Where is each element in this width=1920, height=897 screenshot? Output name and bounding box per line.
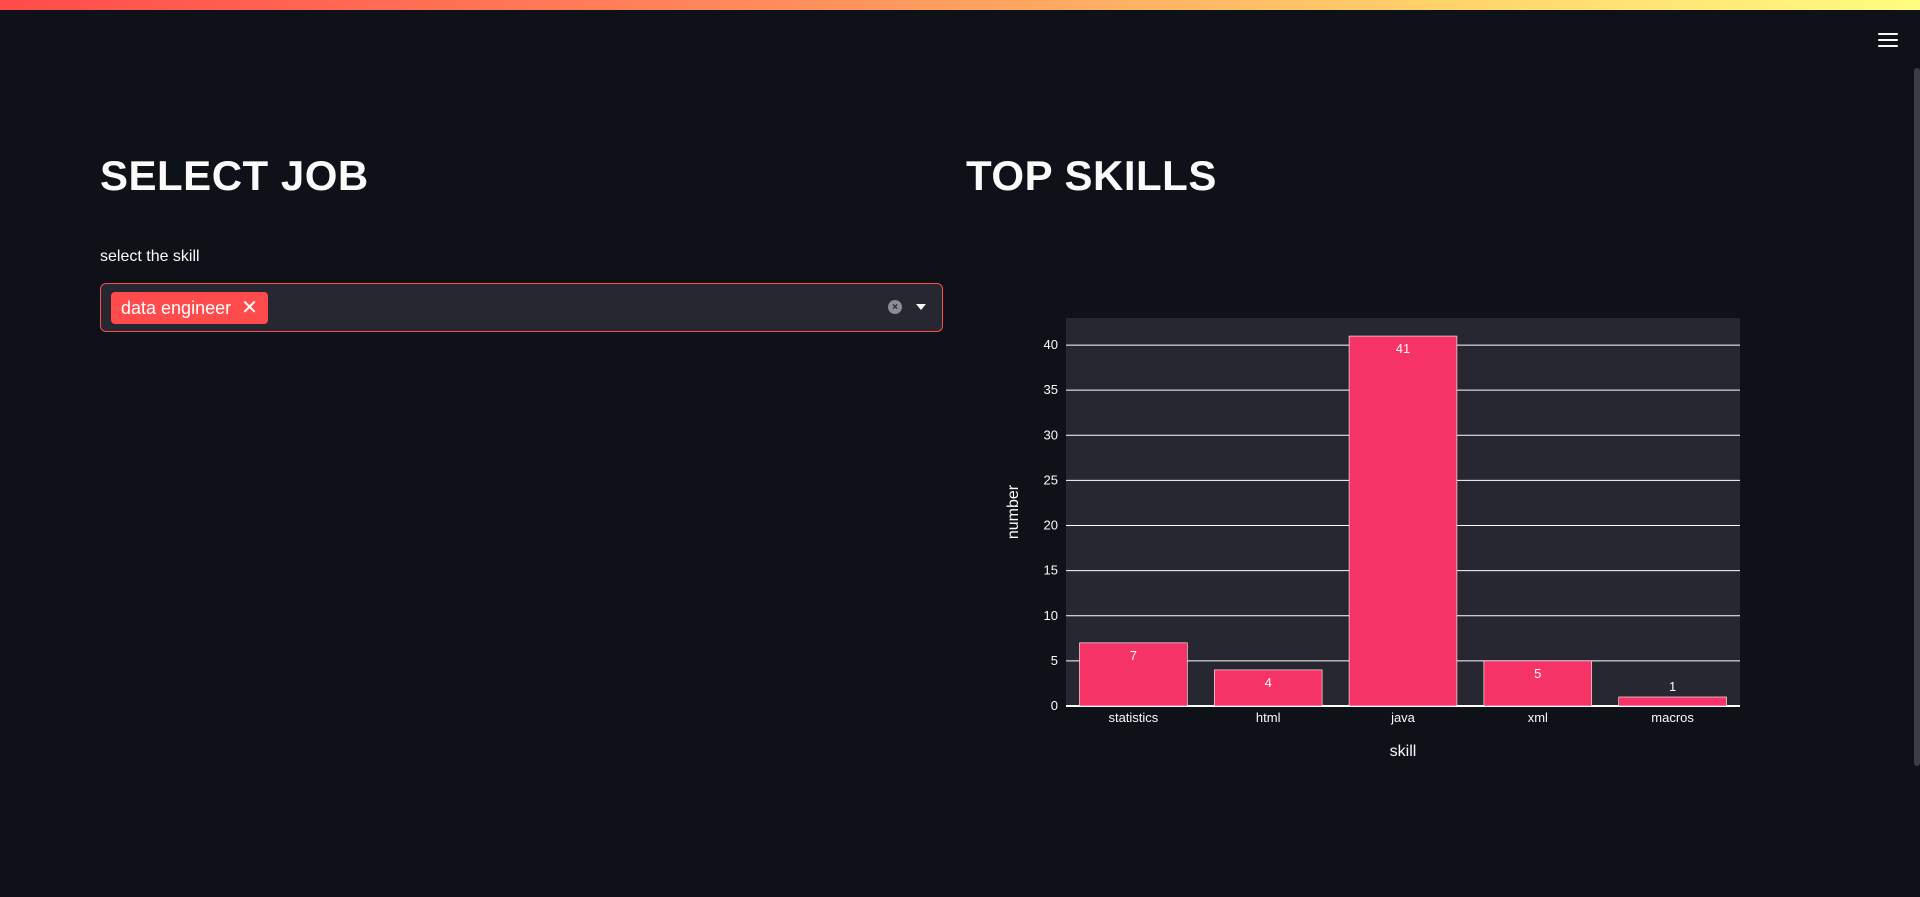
menu-line <box>1878 39 1898 41</box>
bar-statistics[interactable] <box>1079 642 1188 707</box>
clear-icon[interactable]: × <box>888 300 902 314</box>
x-tick-label: html <box>1256 710 1281 725</box>
y-tick-label: 10 <box>1044 608 1058 623</box>
chevron-down-icon[interactable] <box>916 304 926 310</box>
bar-value-label: 7 <box>1130 648 1137 663</box>
bars: 7 4 41 5 1 <box>1079 335 1727 707</box>
y-tick-label: 30 <box>1044 427 1058 442</box>
selected-tag: data engineer ✕ <box>111 292 268 324</box>
x-tick-label: macros <box>1651 710 1694 725</box>
y-tick-label: 35 <box>1044 382 1058 397</box>
skill-select-label: select the skill <box>100 248 200 265</box>
select-job-heading: SELECT JOB <box>100 152 369 199</box>
menu-line <box>1878 45 1898 47</box>
y-tick-label: 25 <box>1044 472 1058 487</box>
x-axis-label: skill <box>1390 743 1417 760</box>
top-skills-bar-chart: 7 4 41 5 1 0 5 10 15 20 25 30 35 40 statistics html ja… <box>1005 318 1740 760</box>
bar-html[interactable] <box>1213 669 1323 707</box>
bar-value-label: 4 <box>1265 675 1272 690</box>
header-decoration-bar <box>0 0 1920 10</box>
x-tick-label: statistics <box>1108 710 1158 725</box>
bar-xml[interactable] <box>1483 660 1593 707</box>
bar-value-label: 1 <box>1669 679 1676 694</box>
bar-value-label: 41 <box>1396 341 1410 356</box>
x-tick-labels: statistics html java xml macros <box>1108 710 1694 725</box>
skill-multiselect[interactable]: data engineer ✕ × <box>100 283 943 332</box>
x-tick-label: xml <box>1528 710 1548 725</box>
y-axis-label: number <box>1005 484 1022 539</box>
bar-java[interactable] <box>1348 335 1458 707</box>
y-tick-label: 15 <box>1044 563 1058 578</box>
bar-macros[interactable] <box>1618 696 1727 707</box>
menu-line <box>1878 33 1898 35</box>
remove-tag-icon[interactable]: ✕ <box>241 297 258 319</box>
scrollbar[interactable] <box>1914 68 1920 766</box>
x-tick-label: java <box>1390 710 1416 725</box>
hamburger-menu-icon[interactable] <box>1878 28 1902 52</box>
y-tick-label: 0 <box>1051 698 1058 713</box>
top-skills-heading: TOP SKILLS <box>966 152 1217 199</box>
selected-tag-label: data engineer <box>121 297 232 318</box>
y-tick-label: 40 <box>1044 337 1058 352</box>
y-tick-label: 5 <box>1051 653 1058 668</box>
y-tick-labels: 0 5 10 15 20 25 30 35 40 <box>1044 337 1058 713</box>
bar-value-label: 5 <box>1534 666 1541 681</box>
y-tick-label: 20 <box>1044 518 1058 533</box>
